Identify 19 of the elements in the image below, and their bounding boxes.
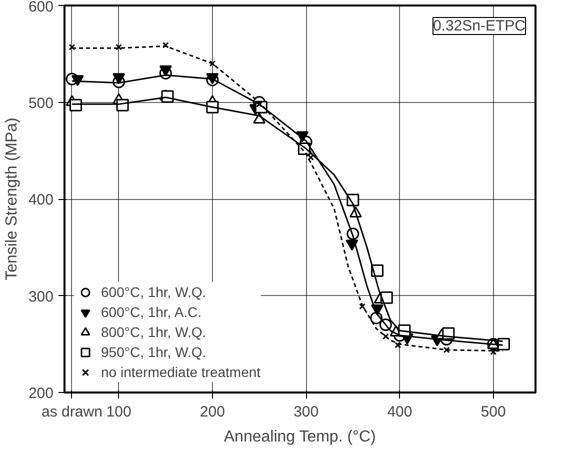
y-tick-label: 200 [28, 385, 54, 402]
legend-label: no intermediate treatment [101, 364, 261, 380]
y-tick-label: 600 [28, 0, 54, 16]
y-tick-label: 300 [28, 288, 54, 306]
x-tick-label: 200 [200, 404, 225, 420]
x-tick-label: 400 [387, 404, 412, 420]
y-tick-label: 500 [28, 94, 54, 112]
x-axis-title: Annealing Temp. (°C) [224, 428, 376, 446]
x-tick-label: 500 [480, 404, 506, 420]
legend-label: 600°C, 1hr, A.C. [101, 304, 202, 320]
y-tick-label: 400 [28, 192, 54, 208]
legend-label: 600°C, 1hr, W.Q. [101, 284, 206, 300]
legend-label: 950°C, 1hr, W.Q. [101, 344, 206, 360]
x-tick-label: 300 [294, 404, 319, 420]
legend-label: 800°C, 1hr, W.Q. [101, 324, 206, 340]
y-axis-title: Tensile Strength (MPa) [3, 118, 20, 280]
x-tick-label: as drawn [42, 404, 102, 420]
annotation: 0.32Sn-ETPC [432, 18, 526, 34]
x-tick-label: 100 [106, 404, 132, 420]
